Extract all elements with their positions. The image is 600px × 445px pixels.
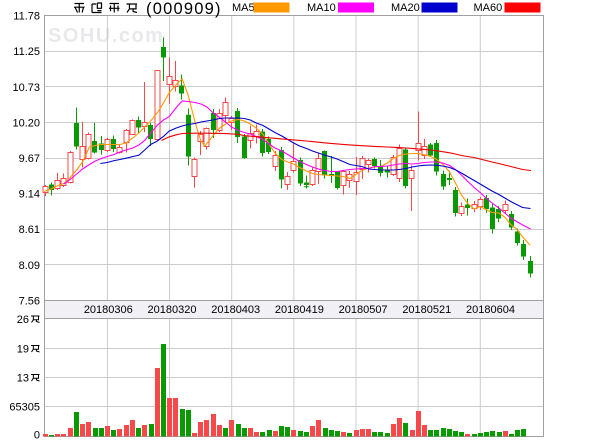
svg-text:19: 19 [17,344,29,356]
svg-text:MA5: MA5 [232,2,255,14]
svg-text:SOHU.com: SOHU.com [48,25,164,47]
svg-text:MA60: MA60 [474,2,503,14]
svg-text:9.14: 9.14 [19,189,40,201]
svg-text:20180604: 20180604 [466,304,515,316]
svg-text:11.25: 11.25 [13,46,40,58]
svg-text:20180419: 20180419 [275,304,324,316]
svg-text:MA10: MA10 [307,2,336,14]
svg-text:MA20: MA20 [391,2,420,14]
svg-text:8.09: 8.09 [19,260,40,272]
svg-text:10.73: 10.73 [12,82,40,94]
svg-text:20180521: 20180521 [402,304,451,316]
svg-text:11.78: 11.78 [13,11,40,23]
svg-text:65305: 65305 [9,402,40,414]
svg-text:10.20: 10.20 [12,117,40,129]
svg-text:26: 26 [17,314,29,326]
svg-text:0: 0 [34,430,40,441]
svg-text:(000909): (000909) [146,0,222,18]
svg-text:20180306: 20180306 [84,304,133,316]
svg-text:7.56: 7.56 [19,296,40,308]
svg-text:9.67: 9.67 [19,153,40,165]
svg-text:8.61: 8.61 [19,224,40,236]
svg-text:20180403: 20180403 [211,304,260,316]
svg-text:20180320: 20180320 [148,304,197,316]
svg-text:13: 13 [17,373,29,385]
svg-text:20180507: 20180507 [339,304,388,316]
